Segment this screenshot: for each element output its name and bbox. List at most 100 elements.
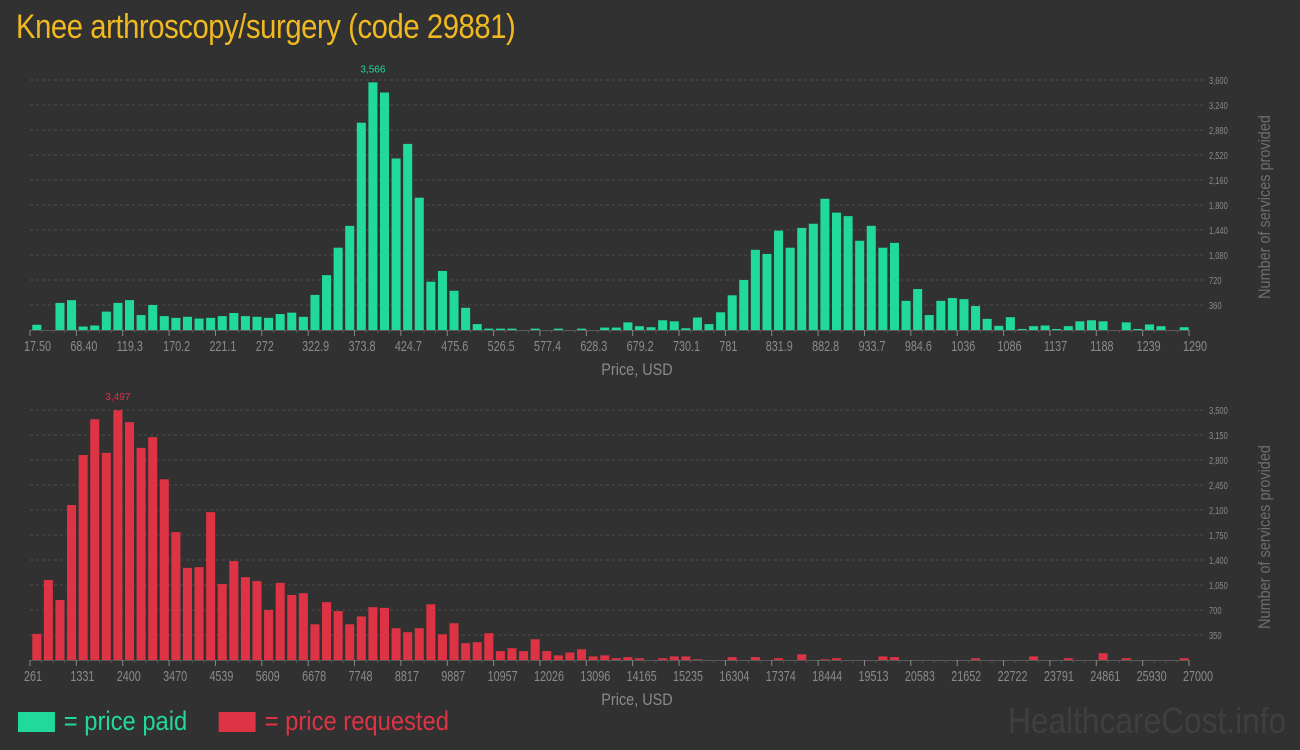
histogram-bar <box>159 479 169 660</box>
peak-value-label: 3,497 <box>105 392 130 403</box>
x-tick-label: 933.7 <box>858 337 885 354</box>
x-tick-label: 781 <box>719 337 737 354</box>
histogram-bar <box>982 318 992 330</box>
histogram-bar <box>437 634 447 660</box>
histogram-bar <box>264 317 274 330</box>
histogram-bar <box>1063 658 1073 660</box>
y-tick-label: 360 <box>1209 300 1222 311</box>
histogram-bar <box>774 230 784 330</box>
histogram-bar <box>797 227 807 330</box>
histogram-bar <box>1029 326 1039 330</box>
x-tick-label: 2400 <box>117 667 141 684</box>
histogram-bar <box>449 290 459 330</box>
histogram-bar <box>1063 326 1073 330</box>
histogram-bar <box>507 328 517 330</box>
histogram-bar <box>623 657 633 660</box>
legend-label-requested: = price requested <box>264 706 449 736</box>
histogram-bar <box>1017 328 1027 330</box>
histogram-bar <box>472 642 482 660</box>
x-tick-label: 13096 <box>580 667 610 684</box>
x-tick-label: 27000 <box>1183 667 1213 684</box>
x-tick-label: 373.8 <box>349 337 376 354</box>
histogram-bar <box>113 410 123 660</box>
histogram-bar <box>414 628 424 660</box>
histogram-bar <box>762 253 772 330</box>
histogram-bar <box>1121 322 1131 330</box>
histogram-bar <box>310 294 320 330</box>
histogram-bar <box>368 82 378 330</box>
x-tick-label: 1290 <box>1183 337 1207 354</box>
peak-value-label: 3,566 <box>360 64 385 75</box>
histogram-bar <box>820 198 830 330</box>
histogram-bar <box>1029 656 1039 660</box>
histogram-bar <box>345 624 355 660</box>
histogram-bar <box>855 240 865 330</box>
price-paid-chart: 360 720 1,080 1,440 1,800 2,160 2,520 2,880 3,24… <box>24 64 1274 379</box>
histogram-bar <box>1156 326 1166 330</box>
histogram-bar <box>971 658 981 660</box>
legend-item-paid: = price paid <box>18 706 187 737</box>
histogram-bar <box>101 452 111 660</box>
histogram-bar <box>124 300 135 330</box>
x-tick-label: 14165 <box>627 667 657 684</box>
histogram-bar <box>681 656 691 660</box>
histogram-bar <box>368 607 378 660</box>
histogram-bar <box>889 657 899 660</box>
legend-swatch-paid <box>18 711 55 732</box>
x-tick-label: 1239 <box>1137 337 1161 354</box>
legend-item-requested: = price requested <box>218 706 449 737</box>
histogram-bar <box>750 657 760 660</box>
histogram-bar <box>333 247 343 330</box>
histogram-bar <box>507 648 517 660</box>
histogram-bar <box>206 317 216 330</box>
y-tick-label: 2,880 <box>1209 125 1228 136</box>
y-tick-label: 2,520 <box>1209 150 1228 161</box>
histogram-bar <box>252 316 262 330</box>
x-axis-title: Price, USD <box>601 361 672 379</box>
histogram-bar <box>287 312 297 330</box>
histogram-bar <box>1040 325 1050 330</box>
histogram-bar <box>32 324 42 330</box>
y-tick-label: 3,600 <box>1209 75 1228 86</box>
x-tick-label: 984.6 <box>905 337 932 354</box>
histogram-bar <box>820 659 830 660</box>
histogram-bar <box>565 652 575 660</box>
histogram-bar <box>43 580 53 660</box>
histogram-bar <box>264 610 274 660</box>
histogram-bar <box>588 656 598 660</box>
legend-label-paid: = price paid <box>63 706 188 736</box>
histogram-bar <box>78 326 88 330</box>
histogram-bar <box>171 532 181 660</box>
histogram-bar <box>947 298 957 330</box>
histogram-bar <box>379 607 390 660</box>
page-title: Knee arthroscopy/surgery (code 29881) <box>16 8 516 46</box>
y-tick-label: 2,450 <box>1209 480 1228 491</box>
x-tick-label: 424.7 <box>395 337 422 354</box>
x-tick-label: 8817 <box>395 667 419 684</box>
histogram-bar <box>727 657 737 660</box>
x-tick-label: 24861 <box>1090 667 1120 684</box>
histogram-bar <box>646 327 656 330</box>
y-tick-label: 1,750 <box>1209 530 1228 541</box>
histogram-bar <box>182 567 192 660</box>
histogram-bar <box>55 600 65 660</box>
y-tick-label: 1,440 <box>1209 225 1228 236</box>
histogram-bar <box>716 312 726 330</box>
histogram-bar <box>333 611 343 660</box>
histogram-bar <box>530 639 540 660</box>
x-axis-title: Price, USD <box>601 691 672 709</box>
histogram-bar <box>750 249 760 330</box>
x-tick-label: 16304 <box>719 667 749 684</box>
histogram-bar <box>437 270 447 330</box>
histogram-bar <box>32 633 42 660</box>
histogram-bar <box>1144 324 1154 330</box>
histogram-bar <box>298 593 308 660</box>
x-tick-label: 19513 <box>858 667 888 684</box>
histogram-bar <box>553 328 563 330</box>
histogram-bar <box>994 325 1004 330</box>
histogram-bar <box>530 328 540 330</box>
histogram-bar <box>391 628 401 660</box>
x-tick-label: 22722 <box>998 667 1028 684</box>
x-tick-label: 119.3 <box>117 337 143 354</box>
y-tick-label: 2,100 <box>1209 505 1228 516</box>
